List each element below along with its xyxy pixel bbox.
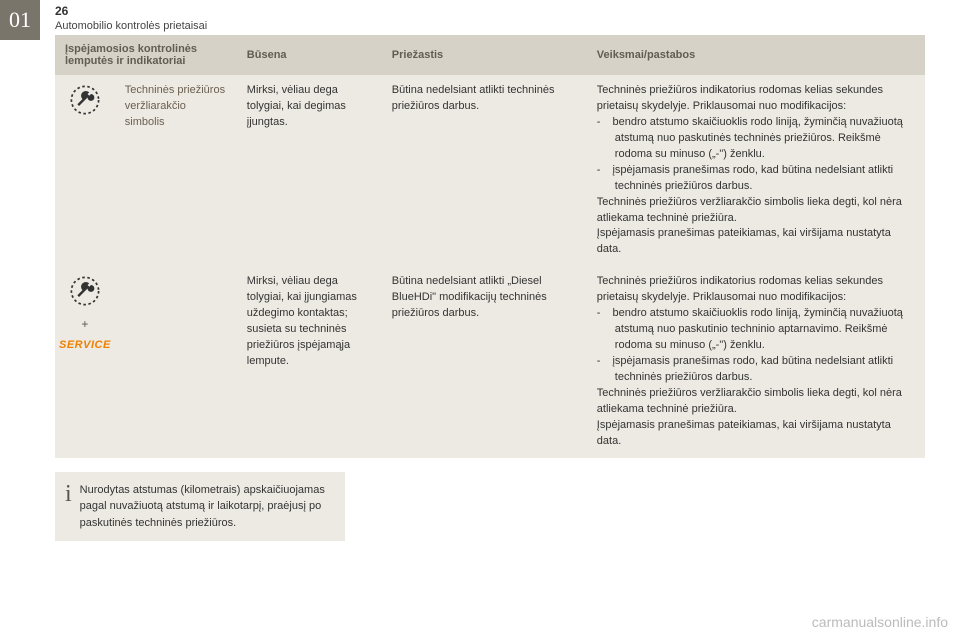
action-bullet: įspėjamasis pranešimas rodo, kad būtina …: [597, 354, 915, 386]
table-row: Techninės priežiūros veržliarakčio simbo…: [55, 75, 925, 266]
watermark: carmanualsonline.info: [812, 614, 948, 630]
action-tail: Techninės priežiūros veržliarakčio simbo…: [597, 195, 915, 227]
action-intro: Techninės priežiūros indikatorius rodoma…: [597, 83, 915, 115]
indicator-table: Įspėjamosios kontrolinės lemputės ir ind…: [55, 35, 925, 458]
main-content: Įspėjamosios kontrolinės lemputės ir ind…: [55, 35, 925, 541]
action-intro: Techninės priežiūros indikatorius rodoma…: [597, 274, 915, 306]
wrench-icon: [68, 83, 102, 117]
service-label: SERVICE: [59, 338, 111, 354]
th-status: Būsena: [237, 35, 382, 75]
action-cell: Techninės priežiūros indikatorius rodoma…: [587, 75, 925, 266]
section-title: Automobilio kontrolės prietaisai: [55, 20, 207, 32]
wrench-icon: [68, 274, 102, 308]
cause-cell: Būtina nedelsiant atlikti techninės prie…: [382, 75, 587, 266]
plus-sign: +: [59, 316, 111, 333]
action-tail: Techninės priežiūros veržliarakčio simbo…: [597, 386, 915, 418]
cause-cell: Būtina nedelsiant atlikti „Diesel BlueHD…: [382, 266, 587, 457]
action-bullets: bendro atstumo skaičiuoklis rodo liniją,…: [597, 306, 915, 386]
action-bullet: bendro atstumo skaičiuoklis rodo liniją,…: [597, 115, 915, 163]
th-indicator: Įspėjamosios kontrolinės lemputės ir ind…: [55, 35, 237, 75]
chapter-tab: 01: [0, 0, 40, 40]
symbol-label: Techninės priežiūros veržliarakčio simbo…: [115, 75, 237, 458]
action-bullet: bendro atstumo skaičiuoklis rodo liniją,…: [597, 306, 915, 354]
wrench-service-icon-cell: + SERVICE: [55, 266, 115, 457]
action-tail: Įspėjamasis pranešimas pateikiamas, kai …: [597, 226, 915, 258]
status-cell: Mirksi, vėliau dega tolygiai, kai įjungi…: [237, 266, 382, 457]
page-number: 26: [55, 4, 207, 18]
action-tail: Įspėjamasis pranešimas pateikiamas, kai …: [597, 418, 915, 450]
wrench-icon-cell: [55, 75, 115, 266]
page-header: 26 Automobilio kontrolės prietaisai: [55, 4, 207, 32]
th-action: Veiksmai/pastabos: [587, 35, 925, 75]
th-cause: Priežastis: [382, 35, 587, 75]
action-bullet: įspėjamasis pranešimas rodo, kad būtina …: [597, 163, 915, 195]
action-bullets: bendro atstumo skaičiuoklis rodo liniją,…: [597, 115, 915, 195]
info-icon: i: [65, 482, 72, 532]
info-text: Nurodytas atstumas (kilometrais) apskaič…: [80, 482, 331, 532]
action-cell: Techninės priežiūros indikatorius rodoma…: [587, 266, 925, 457]
status-cell: Mirksi, vėliau dega tolygiai, kai degima…: [237, 75, 382, 266]
info-box: i Nurodytas atstumas (kilometrais) apska…: [55, 472, 345, 542]
